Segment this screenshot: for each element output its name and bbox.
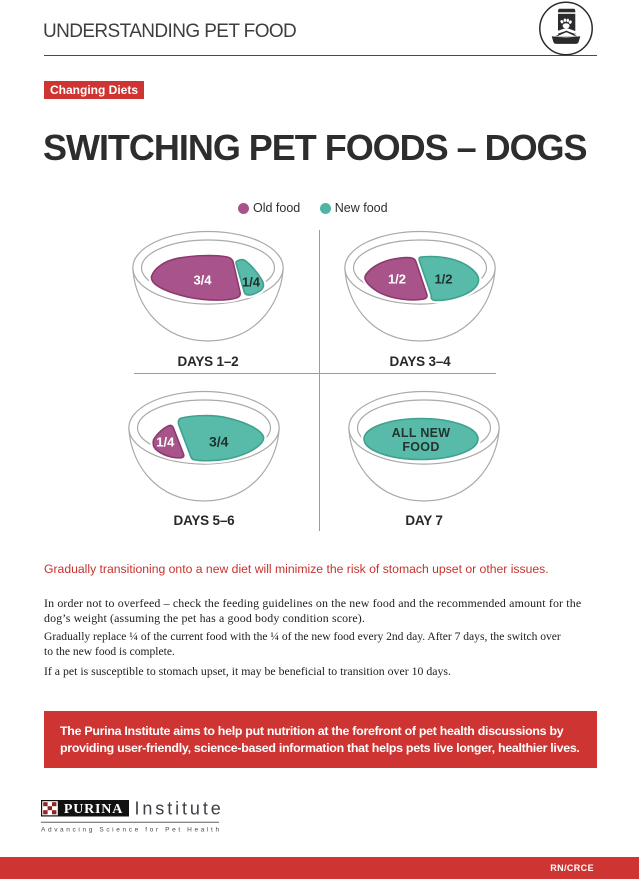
svg-text:ALL NEW: ALL NEW	[392, 426, 451, 440]
svg-text:1/4: 1/4	[156, 434, 175, 449]
svg-text:1/4: 1/4	[242, 275, 261, 290]
svg-text:3/4: 3/4	[209, 433, 229, 449]
svg-text:3/4: 3/4	[193, 273, 212, 288]
svg-text:Institute: Institute	[135, 800, 224, 818]
svg-text:PURINA: PURINA	[64, 802, 123, 817]
svg-text:1/2: 1/2	[434, 272, 452, 287]
svg-text:Advancing Science for Pet Heal: Advancing Science for Pet Health	[41, 827, 222, 834]
svg-text:1/2: 1/2	[388, 272, 406, 287]
svg-text:FOOD: FOOD	[402, 440, 439, 454]
